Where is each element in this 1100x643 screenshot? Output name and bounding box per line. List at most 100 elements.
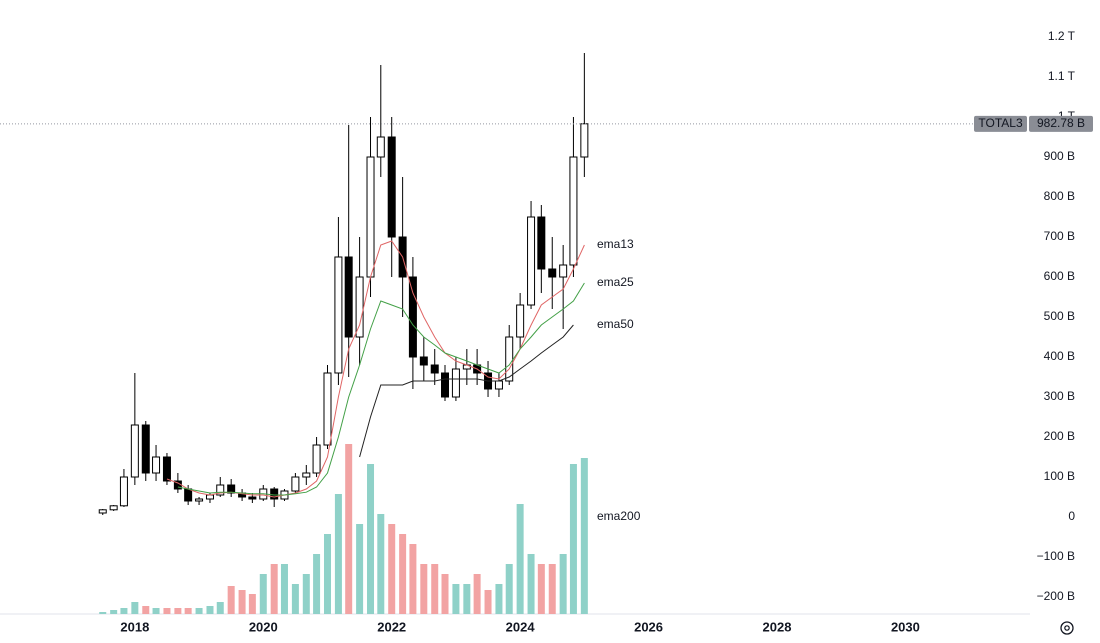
volume-bar: [291, 584, 299, 614]
candle-body: [184, 488, 193, 502]
y-tick-label: 0: [1068, 509, 1075, 523]
ema-line: [359, 324, 574, 458]
candle-body: [494, 380, 503, 390]
y-tick-label: 900 B: [1044, 149, 1075, 163]
volume-bar: [580, 458, 588, 614]
volume-bar: [334, 494, 342, 614]
candle-body: [109, 505, 118, 511]
volume-bar: [259, 574, 267, 614]
volume-bar: [559, 554, 567, 614]
symbol-label: TOTAL3: [978, 116, 1023, 130]
volume-bar: [569, 464, 577, 614]
volume-bar: [216, 602, 224, 614]
volume-bar: [388, 524, 396, 614]
candle-body: [430, 364, 439, 374]
candle-body: [559, 264, 568, 278]
candle-body: [548, 268, 557, 278]
candle-body: [516, 304, 525, 338]
candles: [98, 53, 589, 515]
volume-bar: [463, 584, 471, 614]
candle-body: [162, 456, 171, 482]
volume-bar: [195, 608, 203, 614]
volume-bar: [227, 586, 235, 614]
candle-body: [270, 488, 279, 500]
legend-label: ema200: [597, 509, 641, 523]
volume-bar: [495, 584, 503, 614]
volume-bar: [548, 564, 556, 614]
volume-bar: [142, 606, 150, 614]
y-tick-label: 500 B: [1044, 309, 1075, 323]
candle-body: [376, 136, 385, 158]
volume-bar: [248, 594, 256, 614]
y-tick-label: 1.2 T: [1048, 29, 1076, 43]
volume-bar: [131, 602, 139, 614]
volume-bar: [120, 608, 128, 614]
candle-body: [441, 372, 450, 398]
volume-bar: [270, 564, 278, 614]
legend-label: ema50: [597, 317, 634, 331]
candle-body: [227, 484, 236, 494]
x-tick-label: 2022: [377, 619, 406, 634]
candle-body: [334, 256, 343, 374]
candle-body: [408, 276, 417, 358]
x-tick-label: 2024: [506, 619, 536, 634]
volume-bar: [505, 564, 513, 614]
y-tick-label: 700 B: [1044, 229, 1075, 243]
price-tag: [1029, 115, 1093, 132]
y-tick-label: 300 B: [1044, 389, 1075, 403]
candle-body: [195, 498, 204, 502]
candle-body: [505, 336, 514, 382]
volume-bar: [409, 544, 417, 614]
gear-hub[interactable]: [1064, 625, 1070, 631]
volume-bar: [527, 554, 535, 614]
candle-body: [141, 424, 150, 474]
candle-body: [98, 509, 107, 514]
y-tick-label: 600 B: [1044, 269, 1075, 283]
volume-bar: [356, 524, 364, 614]
x-tick-label: 2018: [120, 619, 149, 634]
settings-icon[interactable]: [1060, 621, 1074, 635]
candle-body: [419, 356, 428, 366]
candle-body: [569, 156, 578, 266]
volume-bar: [484, 590, 492, 614]
candle-body: [291, 476, 300, 492]
candle-body: [119, 476, 128, 507]
volume-bar: [152, 608, 160, 614]
y-tick-label: 100 B: [1044, 469, 1075, 483]
volume-bar: [377, 514, 385, 614]
volume-bar: [420, 564, 428, 614]
candle-body: [216, 484, 225, 496]
y-tick-label: 200 B: [1044, 429, 1075, 443]
candle-body: [323, 372, 332, 446]
legend-label: ema25: [597, 275, 634, 289]
gear[interactable]: [1060, 621, 1074, 635]
candle-body: [344, 256, 353, 338]
volume-bar: [516, 504, 524, 614]
volume-bar: [452, 584, 460, 614]
candle-body: [248, 496, 257, 500]
volume-bar: [537, 564, 545, 614]
candle-body: [537, 216, 546, 270]
ema-line: [166, 240, 585, 498]
candle-body: [527, 216, 536, 306]
x-tick-label: 2026: [634, 619, 663, 634]
volume-bar: [238, 590, 246, 614]
volume-bar: [110, 610, 118, 614]
ema-line: [177, 282, 585, 496]
volume-bar: [174, 608, 182, 614]
volume-bars: [99, 444, 588, 614]
x-tick-label: 2030: [891, 619, 920, 634]
y-tick-label: 1.1 T: [1048, 69, 1076, 83]
legend-label: ema13: [597, 237, 634, 251]
volume-bar: [163, 608, 171, 614]
candle-body: [152, 456, 161, 474]
candle-body: [205, 494, 214, 500]
volume-bar: [313, 554, 321, 614]
volume-bar: [473, 574, 481, 614]
candle-body: [366, 156, 375, 278]
volume-bar: [302, 574, 310, 614]
volume-bar: [280, 564, 288, 614]
candle-body: [451, 368, 460, 398]
